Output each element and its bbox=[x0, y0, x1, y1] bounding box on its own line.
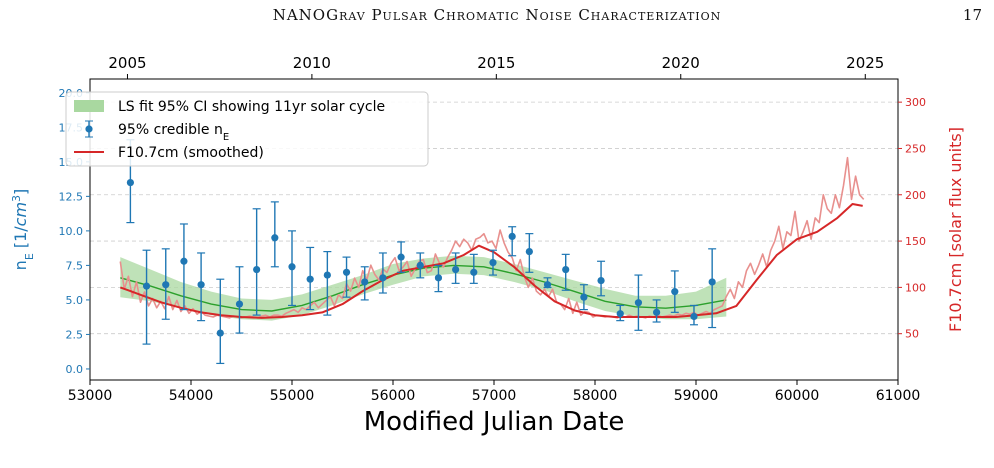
data-point bbox=[271, 234, 279, 242]
data-point bbox=[142, 282, 151, 290]
data-point bbox=[470, 268, 478, 276]
legend-swatch-point bbox=[85, 125, 93, 133]
top-tick-label: 2015 bbox=[477, 54, 515, 72]
data-point bbox=[216, 329, 224, 337]
x-tick-label: 54000 bbox=[169, 388, 214, 404]
f107-smoothed-line bbox=[119, 203, 863, 319]
data-point bbox=[671, 288, 679, 296]
point-layer bbox=[126, 139, 717, 365]
data-point bbox=[616, 310, 624, 318]
data-point bbox=[508, 232, 516, 241]
legend: LS fit 95% CI showing 11yr solar cycle 95… bbox=[65, 91, 429, 167]
y-left-tick-label: 2.5 bbox=[66, 328, 84, 341]
data-point bbox=[323, 271, 331, 279]
y-right-tick-label: 50 bbox=[905, 328, 919, 341]
y-left-tick-label: 10.0 bbox=[59, 225, 84, 238]
y-left-tick-label: 0.0 bbox=[66, 363, 84, 376]
data-point bbox=[543, 281, 552, 289]
top-tick-label: 2020 bbox=[662, 54, 700, 72]
data-point bbox=[416, 261, 424, 269]
data-point bbox=[580, 293, 588, 301]
page-header: NANOGrav Pulsar Chromatic Noise Characte… bbox=[0, 6, 994, 30]
data-point bbox=[452, 265, 460, 274]
y-right-tick-label: 250 bbox=[905, 142, 926, 155]
data-point bbox=[253, 265, 261, 274]
page-number: 17 bbox=[962, 6, 982, 24]
data-point bbox=[126, 178, 134, 187]
x-tick-label: 57000 bbox=[472, 388, 517, 404]
ci-band-layer bbox=[120, 255, 727, 321]
legend-box bbox=[65, 91, 429, 167]
y-right-axis-label: F10.7cm [solar flux units] bbox=[946, 127, 965, 332]
line-layer bbox=[119, 156, 865, 319]
data-point bbox=[597, 276, 605, 285]
axis-layer: 53000 54000 55000 56000 57000 58000 59000 60000… bbox=[10, 54, 966, 437]
data-point bbox=[379, 274, 387, 282]
data-point bbox=[653, 308, 661, 316]
y-left-tick-label: 12.5 bbox=[59, 190, 84, 203]
y-left-tick-label: 7.5 bbox=[66, 259, 84, 272]
data-point bbox=[708, 278, 716, 286]
data-point bbox=[634, 299, 643, 307]
y-right-tick-label: 100 bbox=[905, 281, 926, 294]
x-tick-label: 59000 bbox=[674, 388, 719, 404]
data-point bbox=[235, 300, 244, 308]
y-right-tick-label: 300 bbox=[905, 96, 926, 109]
f107-raw-line bbox=[119, 156, 865, 319]
y-left-axis-label: nE [1/cm3] bbox=[10, 189, 36, 271]
x-tick-label: 53000 bbox=[68, 388, 113, 404]
x-axis-label: Modified Julian Date bbox=[364, 407, 625, 437]
x-tick-label: 58000 bbox=[573, 388, 618, 404]
data-point bbox=[525, 247, 533, 256]
data-point bbox=[180, 257, 188, 265]
data-point bbox=[306, 275, 314, 283]
ci-band bbox=[120, 255, 727, 321]
data-point bbox=[162, 281, 170, 289]
ls-fit-line bbox=[120, 264, 727, 312]
data-point bbox=[562, 265, 570, 274]
data-point bbox=[690, 312, 698, 321]
x-tick-label: 60000 bbox=[775, 388, 820, 404]
top-tick-label: 2025 bbox=[846, 54, 884, 72]
legend-label: F10.7cm (smoothed) bbox=[118, 145, 264, 161]
data-point bbox=[288, 263, 296, 271]
data-point bbox=[397, 253, 405, 261]
data-point bbox=[342, 268, 351, 276]
data-point bbox=[434, 274, 443, 282]
top-tick-label: 2005 bbox=[108, 54, 146, 72]
legend-label: 95% credible nE bbox=[118, 122, 229, 143]
data-point bbox=[489, 259, 497, 267]
x-tick-label: 55000 bbox=[270, 388, 315, 404]
running-title: NANOGrav Pulsar Chromatic Noise Characte… bbox=[272, 6, 722, 24]
x-tick-label: 56000 bbox=[371, 388, 416, 404]
data-point bbox=[197, 281, 205, 289]
x-tick-label: 61000 bbox=[876, 388, 921, 404]
y-right-tick-label: 150 bbox=[905, 235, 926, 248]
legend-label: LS fit 95% CI showing 11yr solar cycle bbox=[118, 99, 385, 115]
top-tick-label: 2010 bbox=[293, 54, 331, 72]
legend-swatch-band bbox=[74, 100, 104, 112]
y-left-tick-label: 5.0 bbox=[66, 294, 84, 307]
data-point bbox=[361, 278, 369, 286]
y-right-tick-label: 200 bbox=[905, 189, 926, 202]
